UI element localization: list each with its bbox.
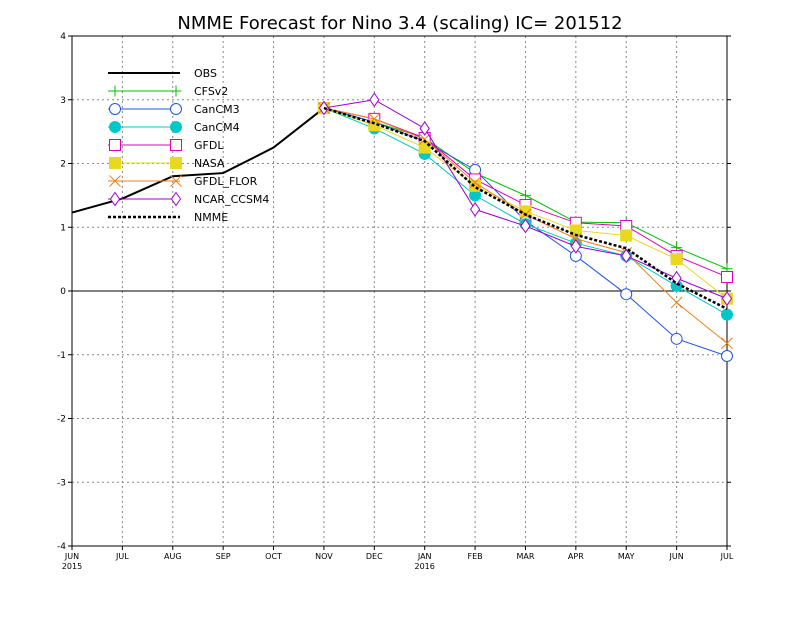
legend-entry: NMME	[108, 211, 228, 224]
y-tick-label: 3	[60, 96, 66, 106]
data-point	[721, 337, 733, 350]
data-point	[109, 103, 121, 115]
data-point	[570, 238, 581, 254]
y-tick-label: -2	[57, 415, 66, 425]
data-point	[170, 121, 182, 133]
legend-label: NCAR_CCSM4	[194, 193, 269, 206]
data-point	[109, 85, 121, 97]
y-tick-label: 2	[60, 160, 66, 170]
y-tick-label: 0	[60, 287, 66, 297]
data-point	[721, 350, 733, 363]
data-point	[620, 288, 633, 301]
legend-entry: OBS	[108, 67, 217, 80]
legend-label: NMME	[194, 211, 228, 224]
x-tick-label: AUG	[164, 552, 182, 561]
data-point	[369, 92, 380, 108]
data-point	[368, 119, 381, 132]
series-line	[323, 106, 728, 310]
data-point	[318, 100, 330, 116]
data-point	[109, 139, 121, 151]
data-point	[170, 103, 182, 115]
x-tick-label: FEB	[467, 552, 482, 561]
data-point	[368, 113, 381, 125]
data-point	[721, 270, 733, 283]
x-tick-label: MAY	[618, 552, 635, 561]
legend: OBS CFSv2 CanCM3 CanCM4 GFDL NASA GFDL_FLOR NCA…	[108, 67, 269, 224]
legend-label: GFDL	[194, 139, 224, 152]
legend-entry: CFSv2	[108, 85, 228, 98]
data-point	[721, 291, 733, 307]
legend-label: CFSv2	[194, 85, 228, 98]
x-tick-label: JUL	[720, 552, 734, 561]
legend-entry: GFDL	[108, 139, 224, 152]
data-point	[569, 232, 582, 245]
x-tick-label: JUL	[115, 552, 129, 561]
data-point	[520, 218, 531, 234]
x-tick-label: DEC	[366, 552, 383, 561]
y-tick-label: 1	[60, 223, 66, 233]
data-point	[170, 175, 182, 187]
data-point	[109, 157, 121, 169]
x-tick-label: OCT	[265, 552, 282, 561]
x-tick-label: APR	[568, 552, 584, 561]
legend-entry: NASA	[108, 157, 225, 170]
legend-entry: NCAR_CCSM4	[108, 191, 269, 207]
legend-label: CanCM4	[194, 121, 240, 134]
data-point	[621, 248, 632, 264]
x-tick-label: JAN	[417, 552, 432, 561]
legend-label: OBS	[194, 67, 217, 80]
x-tick-year-label: 2015	[62, 562, 82, 571]
y-tick-label: 4	[60, 32, 66, 42]
data-point	[620, 229, 633, 242]
data-point	[721, 308, 733, 321]
x-tick-label: JUN	[64, 552, 79, 561]
x-tick-label: JUN	[669, 552, 684, 561]
x-tick-year-label: 2016	[415, 562, 435, 571]
data-point	[170, 85, 182, 97]
y-tick-label: -3	[57, 478, 66, 488]
legend-entry: CanCM3	[108, 103, 240, 116]
data-point	[170, 139, 182, 151]
x-tick-label: SEP	[216, 552, 231, 561]
legend-label: CanCM3	[194, 103, 240, 116]
legend-label: GFDL_FLOR	[194, 175, 258, 188]
data-point	[170, 191, 182, 207]
data-point	[469, 202, 481, 217]
data-point	[670, 332, 683, 345]
y-tick-label: -4	[57, 542, 66, 552]
series-nmme	[323, 106, 728, 310]
y-tick-label: -1	[57, 351, 66, 361]
data-point	[419, 121, 430, 136]
series-lines	[71, 92, 733, 363]
data-point	[670, 253, 683, 266]
chart-title: NMME Forecast for Nino 3.4 (scaling) IC=…	[177, 13, 622, 34]
data-point	[109, 121, 121, 133]
legend-entry: CanCM4	[108, 121, 240, 134]
series-ncar-ccsm4	[318, 92, 733, 307]
legend-entry: GFDL_FLOR	[108, 175, 258, 188]
data-point	[109, 191, 121, 207]
x-tick-label: MAR	[516, 552, 534, 561]
data-point	[469, 176, 481, 189]
data-point	[670, 296, 683, 309]
legend-label: NASA	[194, 157, 225, 170]
x-tick-label: NOV	[315, 552, 333, 561]
data-point	[109, 175, 121, 187]
data-point	[170, 157, 182, 169]
